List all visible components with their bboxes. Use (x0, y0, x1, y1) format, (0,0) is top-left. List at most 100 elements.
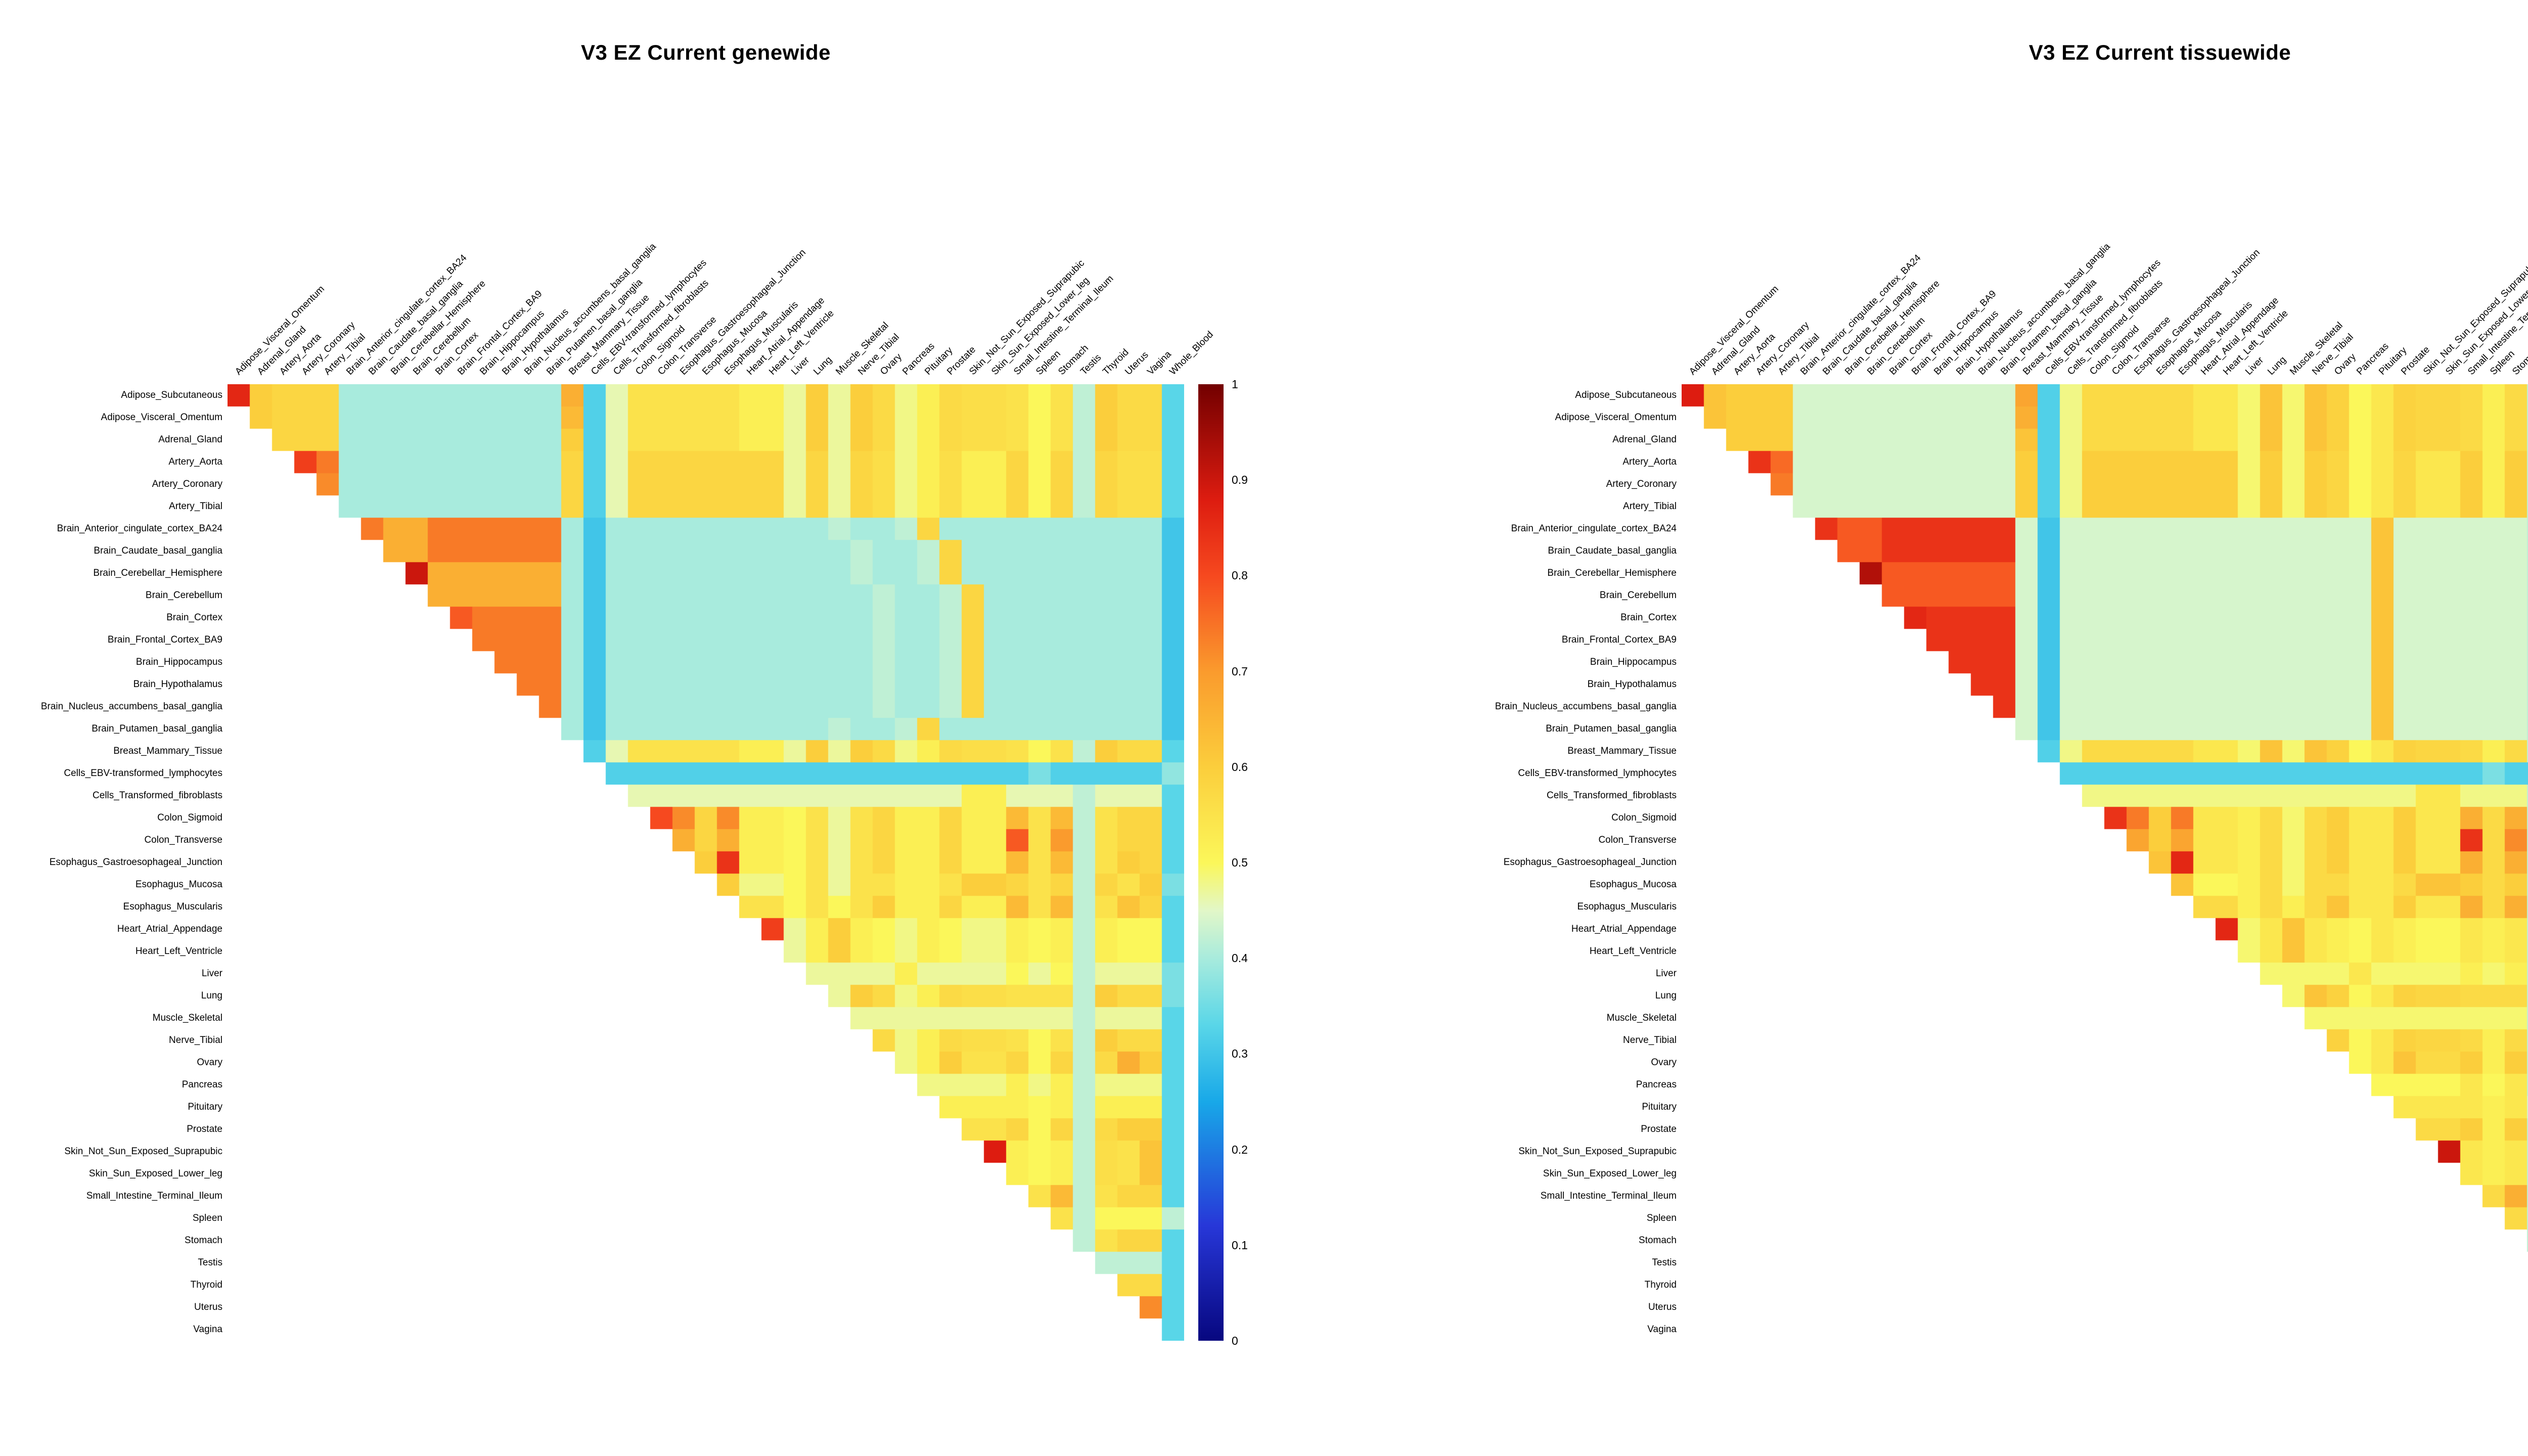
column-label: Whole_Blood (1167, 329, 1215, 377)
chart-title-tissuewide: V3 EZ Current tissuewide (2028, 40, 2291, 64)
row-label: Adrenal_Gland (158, 434, 222, 445)
row-label: Artery_Coronary (152, 479, 222, 489)
row-label: Vagina (1647, 1324, 1677, 1335)
row-label: Ovary (1651, 1057, 1677, 1068)
row-label: Nerve_Tibial (169, 1035, 222, 1045)
row-label: Artery_Aorta (1622, 457, 1677, 467)
row-label: Spleen (1646, 1213, 1677, 1223)
row-label: Vagina (193, 1324, 222, 1335)
row-label: Brain_Cerebellar_Hemisphere (1547, 568, 1677, 578)
chart-title-genewide: V3 EZ Current genewide (580, 40, 831, 64)
row-label: Muscle_Skeletal (152, 1013, 222, 1023)
row-label: Brain_Hypothalamus (1587, 679, 1677, 690)
row-label: Uterus (1648, 1302, 1677, 1312)
colorbar-tick-label: 0.8 (1232, 569, 1248, 582)
row-label: Pancreas (1636, 1079, 1677, 1090)
row-label: Brain_Cerebellum (1599, 590, 1677, 601)
row-label: Pituitary (188, 1102, 222, 1112)
row-label: Brain_Frontal_Cortex_BA9 (1561, 634, 1677, 645)
row-label: Brain_Nucleus_accumbens_basal_ganglia (1495, 701, 1677, 712)
colorbar-tick-label: 0.4 (1232, 951, 1248, 965)
row-label: Liver (201, 968, 222, 979)
row-label: Spleen (192, 1213, 222, 1223)
row-label: Small_Intestine_Terminal_Ileum (1540, 1191, 1677, 1201)
row-label: Artery_Coronary (1606, 479, 1677, 489)
row-label: Skin_Sun_Exposed_Lower_leg (1543, 1168, 1677, 1179)
row-label: Esophagus_Gastroesophageal_Junction (49, 857, 222, 868)
row-label: Artery_Tibial (169, 501, 222, 512)
colorbar-tick-label: 0.9 (1232, 473, 1248, 487)
colorbar-tick-label: 0.7 (1232, 664, 1248, 678)
row-label: Artery_Aorta (168, 457, 222, 467)
row-label: Colon_Transverse (144, 835, 222, 845)
row-label: Brain_Putamen_basal_ganglia (1546, 723, 1677, 734)
row-label: Heart_Left_Ventricle (1589, 946, 1677, 957)
panel-genewide: V3 EZ Current genewide Adipose_Subcutane… (40, 40, 1248, 1347)
row-label: Esophagus_Gastroesophageal_Junction (1503, 857, 1677, 868)
row-label: Muscle_Skeletal (1606, 1013, 1677, 1023)
row-label: Thyroid (190, 1280, 222, 1290)
colorbar-genewide (1198, 384, 1224, 1341)
row-label: Cells_Transformed_fibroblasts (93, 790, 222, 801)
row-label: Liver (1655, 968, 1677, 979)
row-label: Esophagus_Muscularis (1577, 901, 1677, 912)
row-label: Esophagus_Mucosa (135, 879, 222, 890)
row-label: Artery_Tibial (1623, 501, 1677, 512)
row-label: Heart_Atrial_Appendage (117, 924, 222, 934)
row-label: Esophagus_Muscularis (123, 901, 222, 912)
row-label: Adipose_Visceral_Omentum (1555, 412, 1677, 423)
row-label: Brain_Cerebellum (145, 590, 222, 601)
row-label: Brain_Anterior_cingulate_cortex_BA24 (1511, 523, 1677, 534)
colorbar-tick-label: 0.3 (1232, 1047, 1248, 1061)
row-label: Brain_Anterior_cingulate_cortex_BA24 (57, 523, 222, 534)
panel-tissuewide: V3 EZ Current tissuewide Adipose_Subcuta… (1454, 0, 2528, 1456)
row-label: Ovary (197, 1057, 222, 1068)
row-label: Breast_Mammary_Tissue (113, 746, 222, 756)
row-label: Pancreas (182, 1079, 222, 1090)
column-label: Lung (2266, 354, 2288, 377)
row-label: Testis (198, 1257, 222, 1268)
colorbar-tick-label: 0.1 (1232, 1238, 1248, 1252)
row-label: Esophagus_Mucosa (1589, 879, 1677, 890)
column-label: Vagina (1145, 349, 1173, 377)
row-label: Small_Intestine_Terminal_Ileum (86, 1191, 222, 1201)
row-label: Adrenal_Gland (1612, 434, 1677, 445)
row-label: Brain_Caudate_basal_ganglia (94, 545, 222, 556)
row-label: Brain_Frontal_Cortex_BA9 (107, 634, 222, 645)
row-label: Cells_EBV-transformed_lymphocytes (1518, 768, 1677, 779)
colorbar-tick-label: 0.2 (1232, 1143, 1248, 1156)
row-label: Adipose_Subcutaneous (121, 390, 222, 400)
row-label: Brain_Hypothalamus (133, 679, 222, 690)
row-label: Brain_Cerebellar_Hemisphere (93, 568, 222, 578)
row-label: Colon_Sigmoid (157, 812, 222, 823)
colorbar-tick-label: 0.5 (1232, 856, 1248, 869)
row-label: Stomach (1639, 1235, 1677, 1246)
row-label: Lung (1655, 990, 1677, 1001)
row-label: Nerve_Tibial (1623, 1035, 1677, 1045)
row-label: Heart_Atrial_Appendage (1571, 924, 1677, 934)
row-label: Skin_Sun_Exposed_Lower_leg (88, 1168, 222, 1179)
row-label: Adipose_Visceral_Omentum (101, 412, 222, 423)
heatmap-canvas-genewide (228, 384, 1184, 1341)
row-label: Brain_Cortex (1620, 612, 1677, 623)
colorbar-tick-label: 0.6 (1232, 760, 1248, 774)
row-label: Thyroid (1644, 1280, 1677, 1290)
row-label: Brain_Nucleus_accumbens_basal_ganglia (40, 701, 222, 712)
column-label: Stomach (2510, 343, 2528, 377)
row-label: Stomach (185, 1235, 222, 1246)
row-label: Uterus (194, 1302, 222, 1312)
row-label: Breast_Mammary_Tissue (1567, 746, 1677, 756)
colorbar-tick-label: 1 (1232, 378, 1238, 391)
row-label: Brain_Hippocampus (1590, 657, 1677, 667)
row-label: Skin_Not_Sun_Exposed_Suprapubic (64, 1146, 222, 1157)
row-label: Testis (1652, 1257, 1677, 1268)
row-label: Colon_Sigmoid (1611, 812, 1677, 823)
row-label: Brain_Caudate_basal_ganglia (1548, 545, 1677, 556)
row-label: Brain_Hippocampus (136, 657, 222, 667)
row-label: Prostate (1641, 1124, 1677, 1134)
row-label: Colon_Transverse (1598, 835, 1677, 845)
row-label: Heart_Left_Ventricle (135, 946, 222, 957)
column-label: Lung (811, 354, 834, 377)
row-label: Adipose_Subcutaneous (1575, 390, 1677, 400)
